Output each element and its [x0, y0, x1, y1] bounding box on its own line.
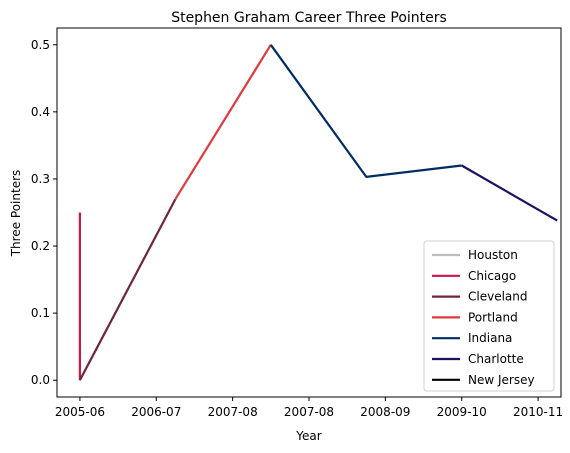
x-tick-label: 2006-07	[131, 405, 181, 419]
legend-label: Portland	[468, 310, 518, 324]
x-tick-label: 2008-09	[360, 405, 410, 419]
series-line-charlotte	[461, 164, 558, 222]
x-tick-label: 2009-10	[437, 405, 487, 419]
series-line-cleveland	[78, 198, 177, 381]
legend-box	[423, 240, 555, 392]
y-tick-label: 0.2	[31, 239, 50, 253]
legend-label: Charlotte	[468, 352, 524, 366]
x-axis: 2005-06 2006-07 2007-08 2007-08 2008-09 2009-…	[55, 397, 563, 419]
y-tick-label: 0.5	[31, 38, 50, 52]
y-axis-label: Three Pointers	[9, 170, 23, 258]
series-layer	[78, 44, 558, 381]
y-tick-label: 0.0	[31, 373, 50, 387]
legend-label: Indiana	[468, 331, 512, 345]
legend-label: Chicago	[468, 269, 516, 283]
legend: Houston Chicago Cleveland Portland Indiana Ch…	[423, 240, 555, 392]
x-tick-label: 2007-08	[284, 405, 334, 419]
y-tick-label: 0.3	[31, 172, 50, 186]
legend-label: Cleveland	[468, 290, 528, 304]
chart-title: Stephen Graham Career Three Pointers	[171, 10, 447, 26]
y-tick-label: 0.4	[31, 105, 50, 119]
y-axis: 0.0 0.1 0.2 0.3 0.4 0.5	[31, 38, 57, 387]
x-axis-label: Year	[295, 429, 321, 443]
legend-label: New Jersey	[468, 373, 535, 387]
x-tick-label: 2005-06	[55, 405, 105, 419]
x-tick-label: 2010-11	[513, 405, 563, 419]
legend-label: Houston	[468, 248, 518, 262]
series-line-portland	[174, 44, 272, 200]
series-line-indiana	[269, 44, 462, 178]
y-tick-label: 0.1	[31, 306, 50, 320]
x-tick-label: 2007-08	[208, 405, 258, 419]
